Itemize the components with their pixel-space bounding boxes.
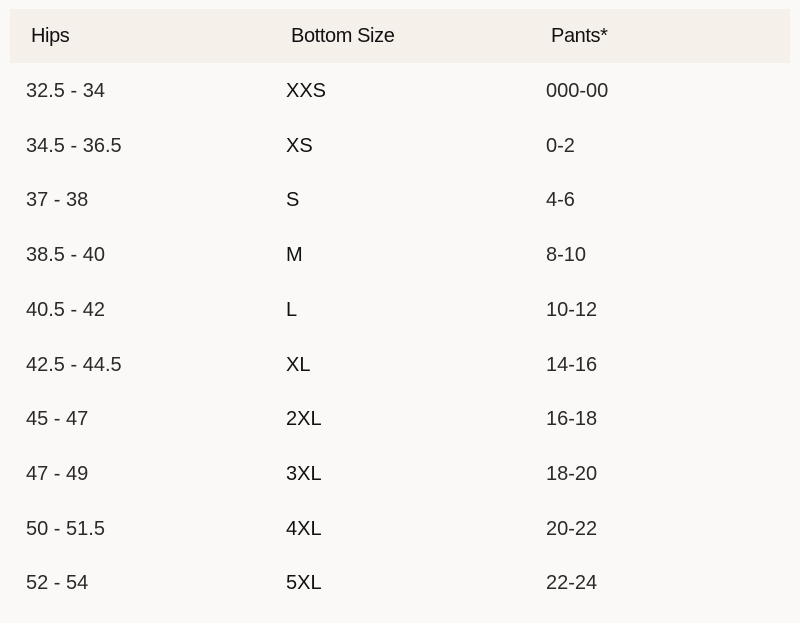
cell-pants: 18-20: [546, 462, 598, 485]
table-row: 37 - 38 S 4-6: [10, 173, 790, 228]
cell-bottom-size: 3XL: [286, 462, 322, 485]
cell-pants: 14-16: [546, 353, 598, 376]
table-row: 32.5 - 34 XXS 000-00: [10, 64, 790, 119]
cell-pants: 000-00: [546, 80, 609, 102]
header-pants: Pants*: [551, 25, 608, 47]
header-hips: Hips: [31, 25, 70, 47]
cell-hips: 45 - 47: [26, 408, 89, 431]
table-row: 52 - 54 5XL 22-24: [10, 556, 790, 611]
cell-hips: 50 - 51.5: [26, 517, 105, 540]
table-row: 42.5 - 44.5 XL 14-16: [10, 338, 790, 393]
table-row: 47 - 49 3XL 18-20: [10, 447, 790, 502]
table-row: 34.5 - 36.5 XS 0-2: [10, 119, 790, 174]
cell-hips: 52 - 54: [26, 572, 89, 595]
cell-bottom-size: XL: [286, 353, 311, 376]
cell-bottom-size: XXS: [286, 80, 327, 102]
cell-hips: 34.5 - 36.5: [26, 134, 122, 157]
cell-pants: 16-18: [546, 408, 598, 431]
cell-bottom-size: S: [286, 189, 300, 212]
cell-pants: 0-2: [546, 134, 575, 157]
cell-hips: 38.5 - 40: [26, 244, 105, 267]
cell-hips: 40.5 - 42: [26, 298, 105, 321]
cell-bottom-size: 5XL: [286, 572, 322, 595]
cell-hips: 37 - 38: [26, 189, 89, 212]
cell-hips: 32.5 - 34: [26, 80, 105, 102]
cell-bottom-size: 2XL: [286, 408, 322, 431]
cell-pants: 4-6: [546, 189, 575, 212]
cell-pants: 8-10: [546, 244, 587, 267]
table-row: 45 - 47 2XL 16-18: [10, 392, 790, 447]
cell-hips: 47 - 49: [26, 462, 89, 485]
table-row: 40.5 - 42 L 10-12: [10, 283, 790, 338]
cell-bottom-size: M: [286, 244, 303, 267]
cell-hips: 42.5 - 44.5: [26, 353, 122, 376]
table-row: 38.5 - 40 M 8-10: [10, 228, 790, 283]
cell-bottom-size: L: [286, 298, 298, 321]
cell-pants: 22-24: [546, 572, 598, 595]
cell-pants: 10-12: [546, 298, 598, 321]
cell-bottom-size: XS: [286, 134, 313, 157]
table-row: 50 - 51.5 4XL 20-22: [10, 502, 790, 557]
cell-bottom-size: 4XL: [286, 517, 322, 540]
cell-pants: 20-22: [546, 517, 598, 540]
table-header: Hips Bottom Size Pants*: [10, 9, 790, 63]
header-bottom-size: Bottom Size: [291, 25, 395, 47]
